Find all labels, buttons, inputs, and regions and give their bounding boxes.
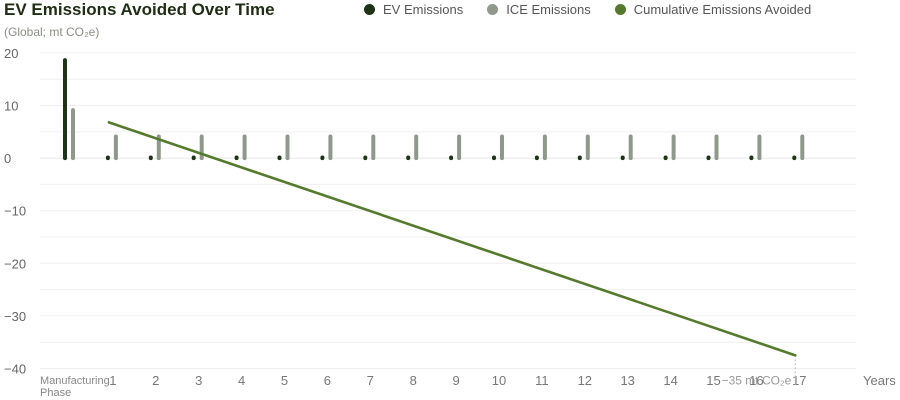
- bar-ev-emissions: [449, 155, 454, 161]
- bar-ev-emissions: [363, 155, 368, 161]
- line-cumulative-emissions-avoided: [107, 121, 797, 357]
- annotation-layer: −35 mt CO₂e: [722, 359, 796, 387]
- bar-ev-emissions: [105, 155, 110, 161]
- bar-ice-emissions: [671, 134, 676, 161]
- x-tick-label: 2: [152, 373, 159, 388]
- bar-ice-emissions: [113, 134, 118, 161]
- bar-ev-emissions: [706, 155, 711, 161]
- x-tick-label: 3: [195, 373, 202, 388]
- bar-ev-emissions: [749, 155, 754, 161]
- x-tick-label: 9: [452, 373, 459, 388]
- legend-item-ice-emissions[interactable]: ICE Emissions: [487, 2, 591, 17]
- bar-ev-emissions: [191, 155, 196, 161]
- y-tick-label: 10: [4, 99, 18, 114]
- bar-ev-emissions: [534, 155, 539, 161]
- legend-swatch-ice-emissions: [487, 4, 499, 15]
- chart-legend: EV Emissions ICE Emissions Cumulative Em…: [364, 2, 811, 17]
- x-tick-label: 10: [492, 373, 506, 388]
- legend-label-ice-emissions: ICE Emissions: [506, 2, 591, 17]
- bar-ev-emissions: [148, 155, 153, 161]
- y-axis-tick-labels: 20 10 0 −10 −20 −30 −40: [4, 46, 26, 377]
- bar-ice-emissions: [457, 134, 462, 161]
- legend-swatch-cumulative-avoided: [614, 4, 626, 15]
- bar-ev-emissions: [792, 155, 797, 161]
- x-tick-label: 11: [535, 373, 549, 388]
- legend-label-ev-emissions: EV Emissions: [383, 2, 464, 17]
- y-tick-label: 0: [4, 151, 11, 166]
- bar-ice-emissions: [542, 134, 547, 161]
- x-tick-label: 17: [792, 373, 806, 388]
- x-tick-label: 4: [238, 373, 245, 388]
- bar-ice-emissions: [71, 108, 75, 161]
- y-tick-label: −30: [4, 309, 26, 324]
- x-tick-label: 16: [749, 373, 763, 388]
- bar-ice-emissions: [585, 134, 590, 161]
- bar-ice-emissions: [242, 134, 247, 161]
- bar-ice-emissions: [628, 134, 633, 161]
- chart-subtitle: (Global; mt CO₂e): [4, 25, 100, 39]
- bar-ice-emissions: [371, 134, 376, 161]
- y-tick-label: −20: [4, 256, 26, 271]
- x-axis-title: Years: [863, 373, 896, 388]
- x-tick-label: 15: [706, 373, 720, 388]
- bar-ev-emissions: [320, 155, 325, 161]
- annotation-label: −35 mt CO₂e: [722, 373, 792, 387]
- y-tick-label: −40: [4, 362, 26, 377]
- x-tick-label: 5: [281, 373, 288, 388]
- bar-ice-emissions: [414, 134, 419, 161]
- bar-ice-emissions: [800, 134, 805, 161]
- bar-ev-emissions: [577, 155, 582, 161]
- legend-item-ev-emissions[interactable]: EV Emissions: [364, 2, 463, 17]
- bar-ev-emissions: [663, 155, 668, 161]
- cumulative-line-layer: [107, 121, 797, 357]
- bar-ice-emissions: [328, 134, 333, 161]
- legend-swatch-ev-emissions: [364, 4, 375, 15]
- legend-label-cumulative-avoided: Cumulative Emissions Avoided: [633, 2, 812, 17]
- y-tick-label: 20: [4, 46, 18, 61]
- bar-ice-emissions: [285, 134, 290, 161]
- grid-lines: [40, 52, 856, 370]
- bar-ev-emissions: [492, 155, 496, 161]
- y-tick-label: −10: [4, 204, 26, 219]
- x-tick-label: 6: [324, 373, 331, 388]
- x-tick-label: 1: [109, 373, 116, 388]
- x-tick-label: 14: [663, 373, 677, 388]
- bar-ice-emissions: [500, 134, 504, 161]
- bar-ev-emissions: [63, 58, 67, 161]
- x-tick-label: 13: [620, 373, 634, 388]
- bar-ev-emissions: [620, 155, 625, 161]
- bar-ev-emissions: [406, 155, 411, 161]
- x-tick-label: Manufacturing Phase: [40, 375, 110, 399]
- bar-ice-emissions: [199, 134, 204, 161]
- x-tick-label: 8: [410, 373, 417, 388]
- bar-ev-emissions: [277, 155, 282, 161]
- chart-title: EV Emissions Avoided Over Time: [4, 0, 275, 19]
- bar-ev-emissions: [234, 155, 239, 161]
- legend-item-cumulative-avoided[interactable]: Cumulative Emissions Avoided: [614, 2, 812, 17]
- bars: [63, 58, 805, 161]
- bar-ice-emissions: [714, 134, 719, 161]
- x-tick-label: 12: [578, 373, 592, 388]
- x-tick-label: 7: [367, 373, 374, 388]
- bar-ice-emissions: [757, 134, 762, 161]
